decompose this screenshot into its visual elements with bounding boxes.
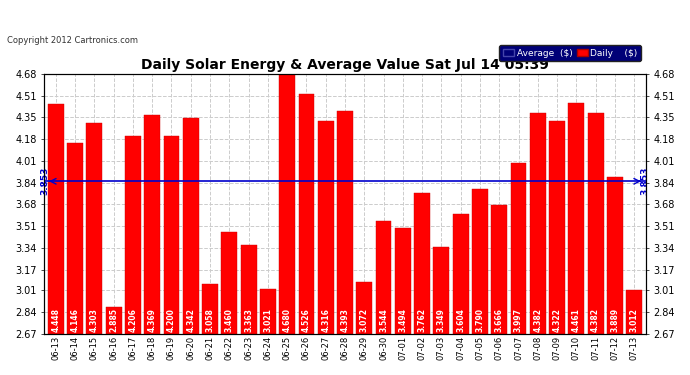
Text: 3.058: 3.058 bbox=[206, 308, 215, 332]
Text: 3.762: 3.762 bbox=[417, 308, 426, 332]
Bar bbox=[202, 284, 218, 334]
Bar bbox=[279, 74, 295, 334]
Text: 3.460: 3.460 bbox=[225, 308, 234, 332]
Bar bbox=[588, 113, 604, 334]
Text: 4.461: 4.461 bbox=[572, 308, 581, 332]
Bar bbox=[241, 245, 257, 334]
Bar bbox=[414, 193, 430, 334]
Bar bbox=[530, 113, 546, 334]
Bar bbox=[511, 163, 526, 334]
Text: 4.146: 4.146 bbox=[70, 308, 79, 332]
Text: 3.021: 3.021 bbox=[264, 308, 273, 332]
Bar bbox=[453, 213, 469, 334]
Text: 4.526: 4.526 bbox=[302, 308, 311, 332]
Text: 4.316: 4.316 bbox=[322, 308, 331, 332]
Text: 3.012: 3.012 bbox=[630, 308, 639, 332]
Text: 4.448: 4.448 bbox=[51, 308, 60, 332]
Bar bbox=[67, 143, 83, 334]
Text: 4.393: 4.393 bbox=[340, 308, 350, 332]
Bar bbox=[260, 289, 276, 334]
Text: 4.382: 4.382 bbox=[591, 308, 600, 332]
Bar bbox=[607, 177, 623, 334]
Bar bbox=[299, 94, 315, 334]
Text: 4.382: 4.382 bbox=[533, 308, 542, 332]
Text: 3.853: 3.853 bbox=[640, 167, 649, 195]
Text: 4.303: 4.303 bbox=[90, 308, 99, 332]
Text: 4.680: 4.680 bbox=[283, 308, 292, 332]
Bar bbox=[48, 104, 63, 334]
Bar bbox=[144, 114, 160, 334]
Text: 3.349: 3.349 bbox=[437, 308, 446, 332]
Bar bbox=[569, 103, 584, 334]
Bar bbox=[221, 232, 237, 334]
Text: 3.072: 3.072 bbox=[359, 308, 368, 332]
Text: 4.206: 4.206 bbox=[128, 308, 137, 332]
Text: 3.889: 3.889 bbox=[611, 308, 620, 332]
Text: 3.544: 3.544 bbox=[379, 308, 388, 332]
Bar bbox=[549, 121, 565, 334]
Bar bbox=[433, 246, 449, 334]
Text: Copyright 2012 Cartronics.com: Copyright 2012 Cartronics.com bbox=[7, 36, 138, 45]
Text: 4.369: 4.369 bbox=[148, 308, 157, 332]
Bar bbox=[472, 189, 488, 334]
Bar bbox=[183, 118, 199, 334]
Bar bbox=[356, 282, 372, 334]
Text: 4.200: 4.200 bbox=[167, 308, 176, 332]
Text: 4.342: 4.342 bbox=[186, 308, 195, 332]
Bar bbox=[318, 122, 334, 334]
Bar bbox=[627, 290, 642, 334]
Text: 3.494: 3.494 bbox=[398, 308, 407, 332]
Title: Daily Solar Energy & Average Value Sat Jul 14 05:39: Daily Solar Energy & Average Value Sat J… bbox=[141, 58, 549, 72]
Text: 3.853: 3.853 bbox=[41, 167, 50, 195]
Bar bbox=[337, 111, 353, 334]
Text: 4.322: 4.322 bbox=[553, 308, 562, 332]
Text: 2.885: 2.885 bbox=[109, 308, 118, 332]
Bar bbox=[164, 136, 179, 334]
Text: 3.363: 3.363 bbox=[244, 308, 253, 332]
Bar bbox=[375, 221, 391, 334]
Bar bbox=[491, 206, 507, 334]
Legend: Average  ($), Daily    ($): Average ($), Daily ($) bbox=[500, 45, 641, 61]
Text: 3.604: 3.604 bbox=[456, 308, 465, 332]
Bar bbox=[86, 123, 102, 334]
Text: 3.666: 3.666 bbox=[495, 308, 504, 332]
Text: 3.997: 3.997 bbox=[514, 308, 523, 332]
Bar bbox=[106, 306, 121, 334]
Bar bbox=[125, 136, 141, 334]
Bar bbox=[395, 228, 411, 334]
Text: 3.790: 3.790 bbox=[475, 308, 484, 332]
